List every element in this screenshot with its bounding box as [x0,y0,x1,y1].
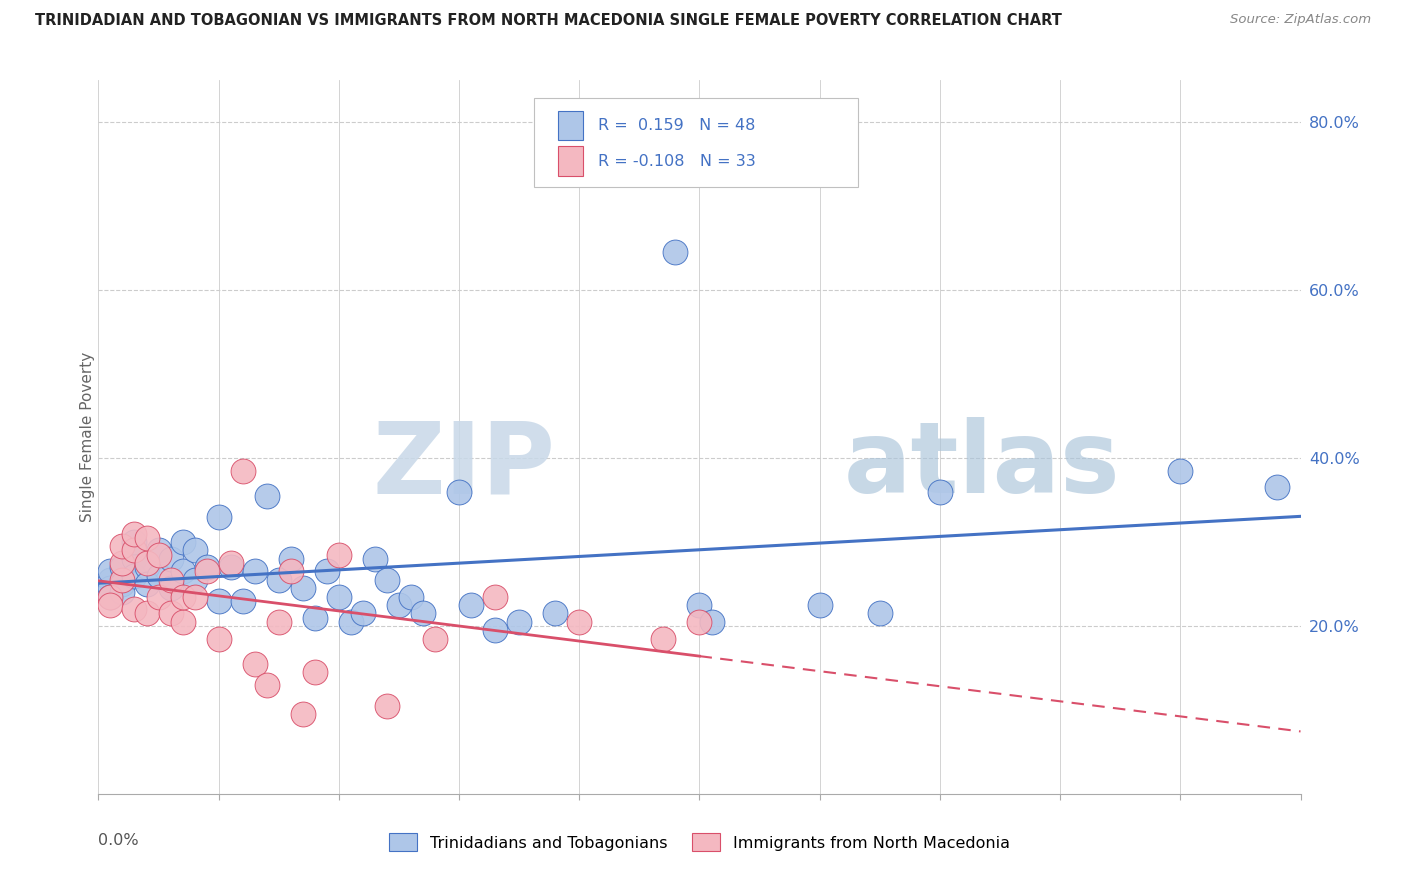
Point [700,615,723,629]
Point [111,539,134,553]
Point [100,573,122,587]
Point [135,531,157,545]
Point [183,573,205,587]
Point [135,560,157,574]
Point [219,560,242,574]
Point [256,678,278,692]
Point [148,543,170,558]
Point [291,707,314,722]
Point [208,594,231,608]
Point [267,615,290,629]
Point [328,548,350,562]
Point [1170,464,1192,478]
Point [111,560,134,574]
Point [172,535,194,549]
Text: TRINIDADIAN AND TOBAGONIAN VS IMMIGRANTS FROM NORTH MACEDONIA SINGLE FEMALE POVE: TRINIDADIAN AND TOBAGONIAN VS IMMIGRANTS… [35,13,1062,29]
Point [232,594,254,608]
Point [484,623,506,637]
Point [124,543,146,558]
Point [315,565,337,579]
Point [243,657,266,671]
Point [111,577,134,591]
Text: ZIP: ZIP [373,417,555,514]
Point [304,665,326,680]
Point [124,526,146,541]
Point [208,632,231,646]
Point [267,573,290,587]
Point [399,590,422,604]
Text: Source: ZipAtlas.com: Source: ZipAtlas.com [1230,13,1371,27]
Point [172,615,194,629]
Point [100,590,122,604]
Point [135,577,157,591]
Text: R =  0.159   N = 48: R = 0.159 N = 48 [598,119,755,133]
Point [100,565,122,579]
Point [664,245,686,260]
Point [568,615,591,629]
Point [124,568,146,582]
Text: 0.0%: 0.0% [98,833,139,848]
Point [689,615,711,629]
Y-axis label: Single Female Poverty: Single Female Poverty [80,352,94,522]
Point [159,573,181,587]
Point [159,551,181,566]
Point [375,698,398,713]
Point [172,565,194,579]
Point [100,598,122,612]
Point [280,565,302,579]
Point [364,551,387,566]
Point [148,548,170,562]
Point [460,598,482,612]
Point [388,598,411,612]
Point [689,598,711,612]
Point [111,573,134,587]
Legend: Trinidadians and Tobagonians, Immigrants from North Macedonia: Trinidadians and Tobagonians, Immigrants… [382,827,1017,857]
Text: R = -0.108   N = 33: R = -0.108 N = 33 [598,154,755,169]
Point [111,556,134,570]
Point [195,565,218,579]
Point [148,590,170,604]
Point [328,590,350,604]
Point [135,607,157,621]
Point [508,615,530,629]
Point [111,585,134,599]
Point [929,484,952,499]
Point [256,489,278,503]
Point [447,484,470,499]
Point [652,632,675,646]
Point [1265,480,1288,494]
Point [808,598,831,612]
Point [280,551,302,566]
Point [243,565,266,579]
Point [352,607,374,621]
Point [232,464,254,478]
Point [100,581,122,595]
Point [195,560,218,574]
Point [100,590,122,604]
Point [291,581,314,595]
Point [375,573,398,587]
Point [159,581,181,595]
Point [172,590,194,604]
Point [148,568,170,582]
Text: atlas: atlas [844,417,1121,514]
Point [340,615,363,629]
Point [183,543,205,558]
Point [219,556,242,570]
Point [124,602,146,616]
Point [412,607,434,621]
Point [423,632,446,646]
Point [183,590,205,604]
Point [159,607,181,621]
Point [208,509,231,524]
Point [124,535,146,549]
Point [124,551,146,566]
Point [544,607,567,621]
Point [135,556,157,570]
Point [869,607,891,621]
Point [484,590,506,604]
Point [304,610,326,624]
